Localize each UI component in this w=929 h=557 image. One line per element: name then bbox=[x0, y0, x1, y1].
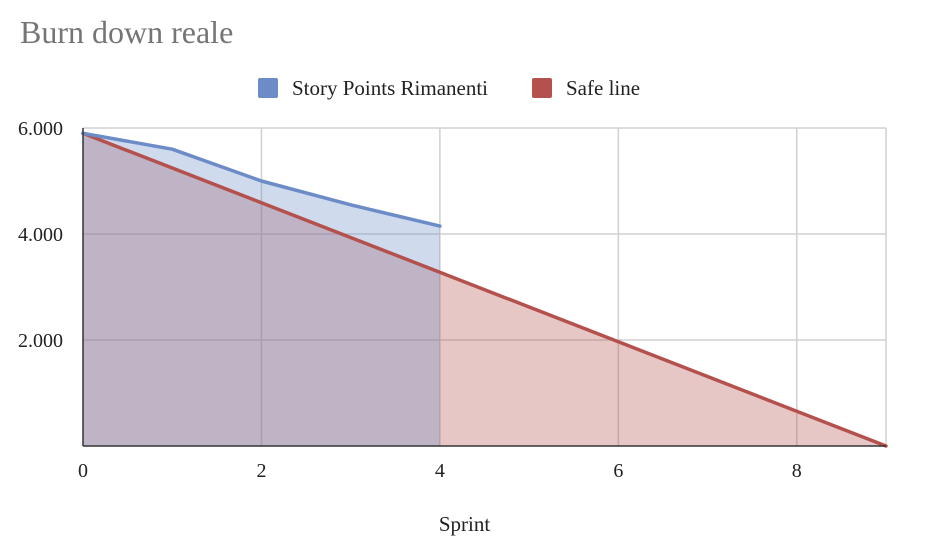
x-tick-label: 2 bbox=[256, 460, 266, 482]
legend-item-story-points[interactable]: Story Points Rimanenti bbox=[258, 74, 488, 102]
legend-swatch-safe-line bbox=[532, 78, 552, 98]
x-tick-label: 0 bbox=[78, 460, 88, 482]
legend-label-safe-line: Safe line bbox=[566, 75, 641, 100]
area-story-points bbox=[83, 133, 440, 447]
x-axis-title: Sprint bbox=[438, 512, 491, 536]
line-safe-line bbox=[81, 131, 888, 448]
chart-legend: Story Points Rimanenti Safe line bbox=[0, 74, 929, 102]
y-tick-label: 4.000 bbox=[18, 224, 63, 246]
x-tick-label: 4 bbox=[435, 460, 445, 482]
x-tick-label: 8 bbox=[792, 460, 802, 482]
y-tick-label: 6.000 bbox=[18, 118, 63, 140]
chart-title: Burn down reale bbox=[20, 14, 234, 50]
y-tick-label: 2.000 bbox=[18, 330, 63, 352]
legend-item-safe-line[interactable]: Safe line bbox=[532, 74, 640, 102]
legend-label-story-points: Story Points Rimanenti bbox=[292, 75, 489, 100]
line-story-points bbox=[81, 131, 442, 228]
x-tick-label: 6 bbox=[613, 460, 623, 482]
legend-swatch-story-points bbox=[258, 78, 278, 98]
